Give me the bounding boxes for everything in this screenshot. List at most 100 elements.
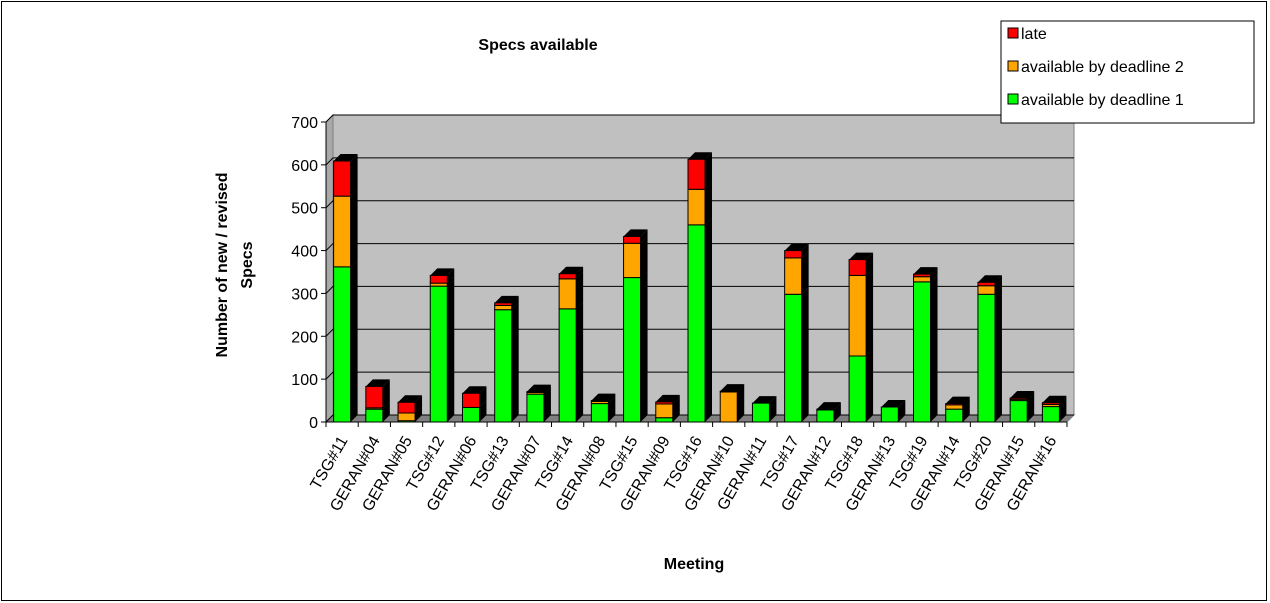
bar-side <box>511 295 519 306</box>
bar-side <box>833 403 841 422</box>
legend-swatch <box>1007 60 1019 72</box>
bar-top <box>784 243 809 251</box>
bar-stack <box>655 394 680 423</box>
bar-segment <box>1041 406 1060 423</box>
bar-side <box>866 252 874 276</box>
bar-side <box>350 259 358 422</box>
bar-stack <box>751 396 777 423</box>
bar-top <box>881 400 906 407</box>
legend-label: late <box>1021 26 1047 43</box>
bar-side <box>930 267 938 277</box>
y-axis-title-line2: Specs <box>239 241 256 288</box>
bar-segment <box>848 259 867 276</box>
bar-stack <box>880 400 906 423</box>
bar-side <box>672 394 680 404</box>
bar-side <box>705 152 712 190</box>
bar-segment <box>945 404 964 410</box>
bar-stack <box>848 252 874 423</box>
bar-side <box>640 270 648 422</box>
bar-side <box>576 266 584 279</box>
bar-side <box>994 278 1002 295</box>
bar-top <box>655 394 680 402</box>
bar-side <box>382 379 390 408</box>
bars <box>333 152 1067 423</box>
bar-top <box>913 267 938 275</box>
bar-stack <box>977 275 1002 423</box>
bar-side <box>608 396 616 422</box>
bar-stack <box>558 266 584 423</box>
bar-top <box>977 275 1002 283</box>
legend-box <box>1000 20 1255 124</box>
y-tick-label: 100 <box>291 372 318 389</box>
bar-segment <box>558 273 577 280</box>
y-tick-label: 500 <box>291 201 318 218</box>
bar-side <box>1027 393 1035 422</box>
bar-side <box>1059 399 1067 422</box>
bar-segment <box>784 250 803 259</box>
bar-segment <box>590 403 609 423</box>
bar-side <box>962 402 970 422</box>
y-tick-label: 300 <box>291 286 318 303</box>
bar-segment <box>816 408 835 411</box>
bar-top <box>623 229 648 237</box>
bar-segment <box>1009 397 1028 400</box>
bar-side <box>479 400 487 422</box>
bar-segment <box>623 235 642 244</box>
bar-side <box>672 397 680 418</box>
y-tick-label: 200 <box>291 329 318 346</box>
bar-segment <box>526 393 545 423</box>
bar-stack <box>590 393 616 423</box>
bar-side <box>994 287 1002 422</box>
bar-segment <box>494 309 513 423</box>
gridline <box>325 157 1074 166</box>
bar-segment <box>397 401 416 414</box>
bar-segment <box>365 385 384 409</box>
bar-side <box>543 385 551 395</box>
bar-segment <box>880 406 899 423</box>
bar-segment <box>977 293 996 423</box>
bar-segment <box>333 266 352 423</box>
bar-stack <box>397 395 423 423</box>
legend-label: available by deadline 2 <box>1021 59 1184 76</box>
bar-top <box>1010 391 1035 398</box>
bar-side <box>705 182 712 225</box>
bar-stack <box>687 152 712 423</box>
bar-segment <box>784 257 803 295</box>
bar-stack <box>816 402 841 423</box>
bar-side <box>930 269 938 282</box>
bar-top <box>591 393 616 401</box>
bar-side <box>382 400 390 410</box>
legend-swatch <box>1007 93 1019 105</box>
bar-stack <box>913 267 938 423</box>
bar-side <box>737 384 745 392</box>
bar-top <box>752 396 777 404</box>
bar-segment <box>623 242 642 279</box>
bar-segment <box>333 160 352 197</box>
bar-side <box>382 402 390 422</box>
bar-side <box>672 410 680 422</box>
bar-side <box>543 384 551 393</box>
bar-side <box>801 287 809 422</box>
bar-segment <box>494 302 513 306</box>
bar-segment <box>719 390 738 393</box>
bar-side <box>737 385 745 422</box>
bar-side <box>769 396 777 422</box>
bar-segment <box>751 402 770 423</box>
bar-top <box>945 396 970 404</box>
bar-segment <box>590 400 609 402</box>
bar-side <box>1059 395 1067 405</box>
bar-side <box>511 302 519 422</box>
bar-side <box>640 236 648 278</box>
bar-top <box>398 395 423 403</box>
gridline <box>325 243 1074 251</box>
bar-side <box>447 279 455 422</box>
gridlines <box>325 114 1074 423</box>
bar-segment <box>333 195 352 268</box>
bar-side <box>447 276 455 287</box>
legend-swatch <box>1007 27 1019 39</box>
bar-side <box>898 400 906 422</box>
bar-segment <box>558 278 577 310</box>
x-axis-ticks: TSG#11GERAN#04GERAN#05TSG#12GERAN#06TSG#… <box>308 421 1068 514</box>
